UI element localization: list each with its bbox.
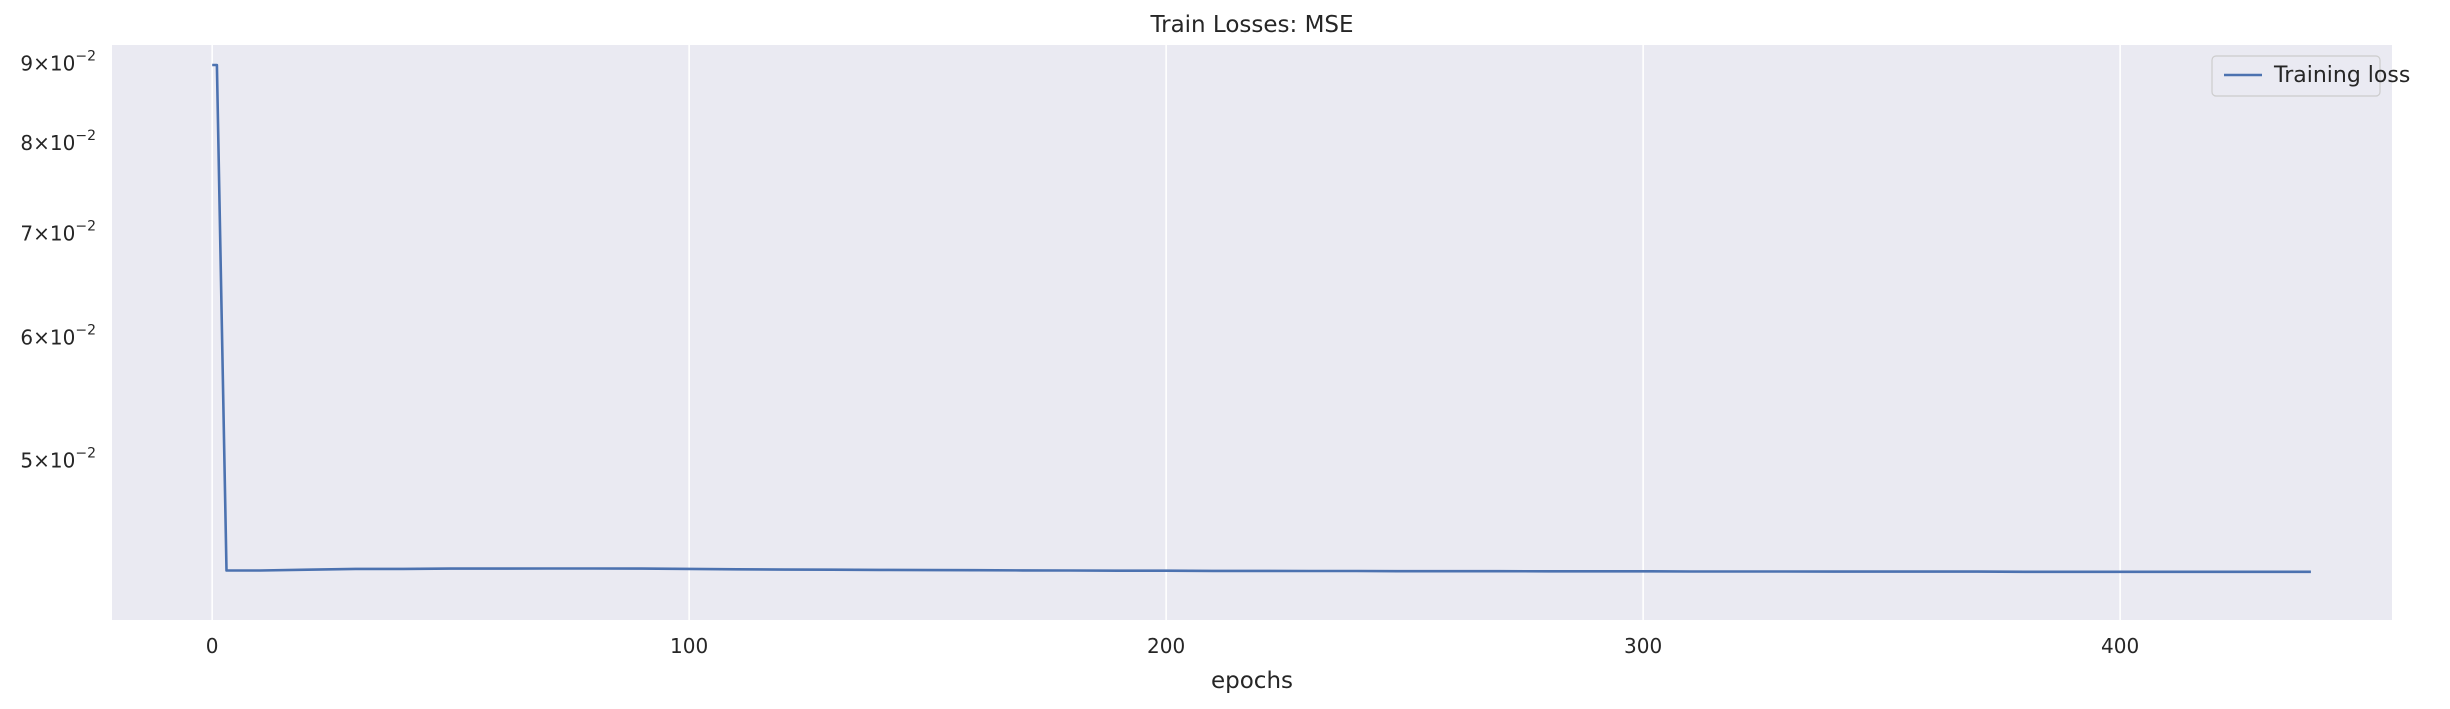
x-axis: 0 100 200 300 400 [206, 634, 2139, 658]
y-tick-label: 8×10−2 [20, 128, 96, 155]
y-tick-label: 5×10−2 [20, 446, 96, 473]
x-tick-label: 100 [670, 634, 708, 658]
legend-box [2211, 55, 2381, 97]
plot-area [112, 45, 2392, 620]
grid [211, 45, 2121, 620]
series-layer [212, 63, 2311, 574]
y-tick-label: 6×10−2 [20, 323, 96, 350]
x-tick-label: 400 [2101, 634, 2139, 658]
x-tick-label: 300 [1624, 634, 1662, 658]
legend-label: Training loss [2273, 63, 2410, 88]
x-tick-label: 200 [1147, 634, 1185, 658]
y-axis: 9×10−2 8×10−2 7×10−2 6×10−2 5×10−2 [20, 49, 96, 473]
x-tick-label: 0 [206, 634, 219, 658]
x-axis-label: epochs [1211, 668, 1293, 694]
y-tick-label: 7×10−2 [20, 218, 96, 245]
series-line [212, 63, 2311, 574]
chart-title: Train Losses: MSE [1149, 12, 1353, 38]
y-tick-label: 9×10−2 [20, 49, 96, 76]
legend: Training loss [2211, 55, 2410, 97]
